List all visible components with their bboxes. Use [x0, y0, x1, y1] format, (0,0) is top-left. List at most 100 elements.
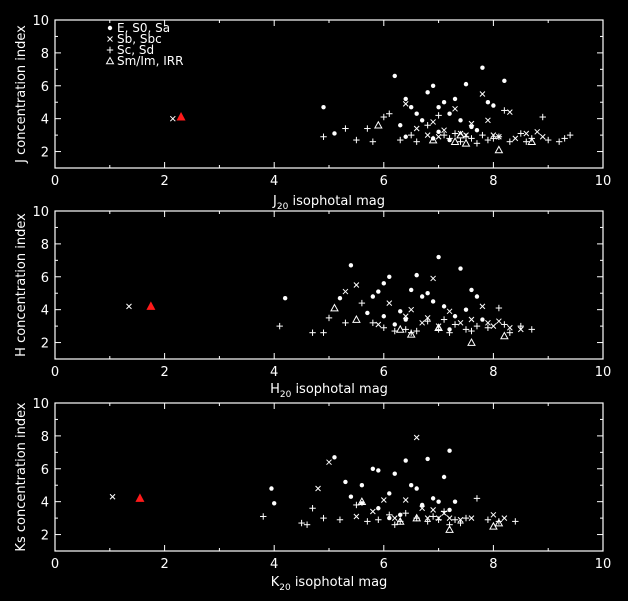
marker-cross: [506, 109, 513, 115]
marker-cross: [435, 133, 442, 140]
marker-dot: [436, 499, 441, 504]
x-axis-label-rest: isophotal mag: [291, 382, 388, 397]
x-tick-label: 6: [380, 174, 388, 189]
x-tick-label: 6: [380, 557, 388, 572]
series-cross: [126, 275, 524, 333]
marker-plus: [446, 135, 453, 142]
marker-cross: [457, 319, 464, 326]
marker-dot: [269, 486, 274, 491]
marker-cross: [353, 513, 360, 520]
marker-cross: [169, 115, 176, 122]
marker-plus: [555, 138, 563, 145]
marker-cross: [369, 508, 376, 515]
marker-plus: [506, 329, 514, 336]
marker-plus: [424, 518, 431, 525]
marker-plus: [435, 516, 442, 523]
marker-plus: [561, 135, 568, 142]
marker-cross: [402, 497, 409, 503]
x-tick-label: 4: [270, 365, 278, 380]
marker-plus: [484, 516, 492, 523]
marker-plus: [413, 138, 420, 145]
marker-dot: [332, 131, 337, 136]
marker-cross: [501, 515, 508, 521]
series-cross: [169, 91, 546, 142]
marker-dot: [441, 474, 447, 480]
marker-dot: [403, 96, 408, 102]
marker-dot: [392, 322, 397, 327]
marker-cross: [441, 127, 447, 134]
marker-dot: [282, 295, 288, 301]
marker-plus: [523, 138, 530, 145]
x-tick-label: 0: [51, 557, 59, 572]
marker-dot: [458, 266, 463, 271]
marker-dot: [359, 483, 365, 488]
marker-cross: [479, 303, 486, 310]
marker-triangle: [357, 497, 367, 505]
marker-dot: [436, 129, 441, 135]
marker-cross: [468, 515, 475, 521]
marker-cross: [408, 306, 415, 313]
x-tick-label: 8: [489, 557, 497, 572]
marker-plus: [484, 324, 492, 331]
marker-plus: [380, 324, 387, 331]
marker-dot: [387, 515, 392, 521]
marker-plus: [517, 322, 524, 330]
legend-label: Sc, Sd: [117, 43, 154, 57]
marker-dot: [370, 294, 376, 299]
marker-dot: [425, 456, 430, 462]
marker-triangle: [494, 518, 504, 527]
marker-plus: [462, 326, 470, 333]
marker-triangle: [395, 324, 405, 333]
series-red-triangle: [135, 493, 145, 502]
marker-dot: [469, 287, 474, 293]
marker-dot: [403, 458, 408, 463]
marker-cross: [380, 497, 387, 503]
marker-cross: [485, 117, 491, 124]
marker-plus: [435, 326, 442, 333]
marker-cross: [326, 459, 332, 466]
x-tick-label: 10: [595, 365, 612, 380]
y-axis-label: Ks concentration index: [14, 402, 29, 551]
marker-cross: [315, 485, 321, 492]
marker-dot: [409, 104, 414, 110]
y-tick-label: 2: [41, 529, 49, 544]
marker-red-triangle: [146, 301, 156, 310]
marker-cross: [342, 288, 349, 295]
marker-dot: [419, 502, 425, 508]
x-tick-label: 10: [595, 557, 612, 572]
marker-plus: [501, 107, 508, 114]
marker-cross: [386, 300, 393, 306]
marker-dot: [376, 506, 381, 511]
x-axis-label: H20 isophotal mag: [270, 382, 388, 400]
marker-cross: [496, 318, 502, 325]
marker-cross: [512, 135, 519, 142]
marker-triangle: [395, 516, 405, 525]
marker-plus: [495, 133, 503, 140]
x-axis-label-main: K: [271, 575, 280, 590]
marker-plus: [517, 130, 524, 137]
marker-dot: [348, 494, 354, 499]
marker-cross: [534, 128, 541, 135]
marker-plus: [424, 317, 431, 325]
marker-dot: [419, 294, 425, 299]
marker-plus: [336, 516, 344, 523]
marker-plus: [369, 138, 377, 145]
x-tick-label: 4: [270, 557, 278, 572]
y-tick-label: 6: [41, 80, 49, 95]
marker-dot: [403, 317, 408, 322]
marker-dot: [430, 299, 436, 304]
marker-plus: [342, 125, 349, 132]
series-plus: [260, 495, 519, 528]
y-tick-label: 4: [41, 304, 49, 319]
marker-cross: [485, 319, 491, 326]
legend-label: E, S0, Sa: [117, 21, 170, 35]
marker-triangle: [412, 513, 422, 522]
marker-dot: [419, 118, 425, 123]
marker-dot: [392, 73, 397, 79]
marker-plus: [457, 519, 464, 527]
marker-triangle: [406, 329, 416, 338]
